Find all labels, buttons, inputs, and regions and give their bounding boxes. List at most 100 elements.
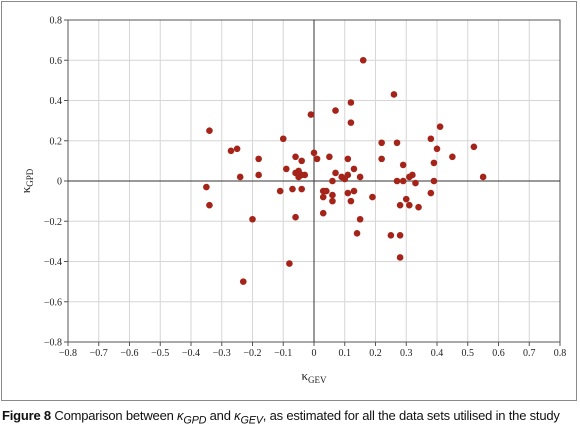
data-point (430, 159, 438, 167)
data-point (344, 155, 352, 163)
data-point (206, 201, 213, 209)
data-point (249, 215, 256, 223)
x-tick-label: −0.2 (243, 348, 261, 359)
x-tick-label: −0.3 (213, 348, 231, 359)
data-point (236, 173, 244, 181)
data-point (329, 191, 336, 199)
data-point (279, 135, 287, 143)
data-point (390, 91, 398, 98)
x-tick-label: 0.8 (554, 348, 567, 359)
zero-lines (68, 20, 560, 342)
x-tick-label: 0.6 (492, 348, 505, 359)
data-point (402, 195, 410, 203)
data-point (378, 155, 385, 163)
data-point (353, 230, 361, 237)
x-tick-label: −0.6 (120, 348, 138, 359)
data-point (356, 215, 364, 223)
x-tick-label: −0.8 (59, 348, 77, 359)
data-point (276, 187, 284, 195)
data-point (359, 56, 367, 64)
data-point (295, 173, 302, 181)
data-point (396, 201, 404, 209)
data-point (329, 177, 336, 185)
data-point (227, 147, 235, 155)
data-point (406, 201, 413, 209)
data-point (341, 175, 349, 183)
data-point (433, 145, 441, 153)
x-axis-ticks: −0.8 −0.7 −0.6 −0.5 −0.4 −0.3 −0.2 −0.1 0 0.1 0.2 0… (59, 342, 566, 359)
data-points (203, 56, 487, 285)
x-tick-label: 0.2 (369, 348, 382, 359)
figure-caption: Figure 8 Comparison between κGPD and κGE… (2, 408, 580, 427)
data-point (449, 153, 456, 161)
data-point (310, 149, 318, 157)
data-point (393, 139, 401, 147)
data-point (412, 179, 419, 187)
data-point (298, 157, 306, 165)
data-point (378, 139, 385, 147)
data-point (326, 153, 333, 161)
data-point (393, 177, 401, 185)
data-point (319, 209, 327, 217)
data-point (203, 183, 210, 191)
data-point (298, 185, 306, 193)
data-point (409, 171, 416, 179)
caption-text-middle: and (206, 408, 235, 423)
data-point (347, 197, 355, 205)
y-tick-label: 0.4 (50, 96, 63, 107)
caption-sub-gev: GEV (240, 414, 263, 427)
y-tick-label: −0.8 (44, 338, 62, 349)
x-tick-label: −0.7 (90, 348, 108, 359)
data-point (470, 143, 478, 151)
caption-sub-gpd: GPD (183, 414, 207, 427)
data-point (396, 254, 404, 261)
x-tick-label: 0.1 (339, 348, 352, 359)
y-axis-title: κGPD (18, 168, 35, 193)
data-point (347, 99, 355, 106)
x-tick-label: 0.3 (400, 348, 413, 359)
x-tick-label: −0.5 (151, 348, 169, 359)
y-tick-label: 0.2 (50, 136, 63, 147)
y-tick-label: 0 (57, 177, 62, 188)
data-point (427, 135, 435, 143)
figure-label: Figure 8 (2, 408, 51, 423)
data-point (344, 189, 352, 197)
caption-kappa-1: κ (177, 408, 184, 423)
data-point (350, 187, 358, 195)
y-tick-label: 0.6 (50, 56, 63, 67)
caption-text-after: , as estimated for all the data sets uti… (262, 408, 560, 423)
data-point (436, 123, 444, 130)
x-tick-label: 0.4 (431, 348, 444, 359)
data-point (239, 278, 247, 285)
data-point (350, 165, 358, 173)
y-tick-label: −0.6 (44, 297, 62, 308)
data-point (319, 193, 327, 201)
data-point (399, 177, 407, 185)
data-point (307, 111, 315, 118)
x-tick-label: 0.7 (523, 348, 536, 359)
figure-frame (1, 1, 577, 401)
data-point (479, 173, 487, 181)
y-axis-ticks: −0.8 −0.6 −0.4 −0.2 0 0.2 0.4 0.6 0.8 (44, 16, 68, 349)
x-axis-title: κGEV (301, 368, 327, 385)
x-tick-label: −0.1 (274, 348, 292, 359)
data-point (289, 185, 296, 193)
data-point (292, 213, 299, 221)
y-tick-label: −0.4 (44, 257, 62, 268)
data-point (286, 260, 293, 267)
caption-kappa-2: κ (234, 408, 241, 423)
x-tick-label: 0 (312, 348, 317, 359)
data-point (347, 119, 355, 126)
data-point (332, 107, 339, 114)
data-point (430, 177, 438, 185)
data-point (233, 145, 241, 153)
data-point (332, 169, 339, 177)
data-point (329, 197, 336, 205)
data-point (356, 173, 364, 181)
data-point (323, 187, 330, 195)
data-point (427, 189, 435, 197)
data-point (313, 155, 321, 163)
data-point (396, 232, 404, 239)
caption-text-before: Comparison between (50, 408, 178, 423)
scatter-plot: −0.8 −0.7 −0.6 −0.5 −0.4 −0.3 −0.2 −0.1 0 0.1 0.2 0… (18, 16, 566, 386)
